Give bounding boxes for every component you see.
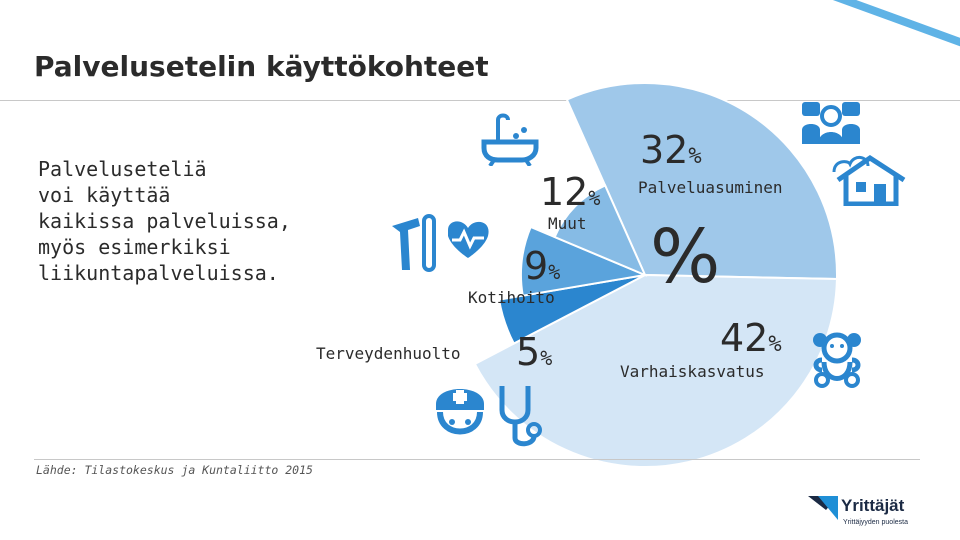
pie-slice-palveluasuminen xyxy=(565,82,838,281)
intro-line: voi käyttää xyxy=(38,183,171,207)
label-name-muut: Muut xyxy=(548,214,587,233)
label-name-varhaiskasvatus: Varhaiskasvatus xyxy=(620,362,765,381)
pie-slice-kotihoito xyxy=(520,225,649,297)
label-value-varhaiskasvatus: 42% xyxy=(720,316,782,360)
pie-slice-muut xyxy=(553,184,647,277)
source-divider xyxy=(34,459,920,460)
label-name-terveydenhuolto: Terveydenhuolto xyxy=(316,344,461,363)
page-title: Palvelusetelin käyttökohteet xyxy=(34,50,489,83)
label-value-muut: 12% xyxy=(540,170,601,214)
intro-line: liikuntapalveluissa. xyxy=(38,261,279,285)
intro-line: Palveluseteliä xyxy=(38,157,207,181)
medical-tools-icon xyxy=(392,214,489,272)
label-name-kotihoito: Kotihoito xyxy=(468,288,555,307)
nurse-stethoscope-icon xyxy=(436,386,542,447)
teddy-bear-icon xyxy=(813,332,861,388)
people-icon xyxy=(802,102,860,144)
bathtub-icon xyxy=(481,113,539,166)
label-value-terveydenhuolto: 5% xyxy=(516,330,553,374)
source-note: Lähde: Tilastokeskus ja Kuntaliitto 2015 xyxy=(36,463,313,477)
label-name-palveluasuminen: Palveluasuminen xyxy=(638,178,783,197)
yrittajat-logo xyxy=(808,496,838,520)
house-icon xyxy=(832,154,906,206)
center-percent-symbol: % xyxy=(650,214,721,300)
intro-line: kaikissa palveluissa, xyxy=(38,209,291,233)
label-value-kotihoito: 9% xyxy=(524,244,561,288)
logo-tagline: Yrittäjyyden puolesta xyxy=(843,519,908,526)
logo-name: Yrittäjät xyxy=(841,496,905,515)
label-value-palveluasuminen: 32% xyxy=(640,128,702,172)
intro-text: Palveluseteliä voi käyttää kaikissa palv… xyxy=(38,156,338,286)
pie-slice-terveydenhuolto xyxy=(497,274,646,345)
title-divider xyxy=(0,100,960,101)
intro-line: myös esimerkiksi xyxy=(38,235,231,259)
